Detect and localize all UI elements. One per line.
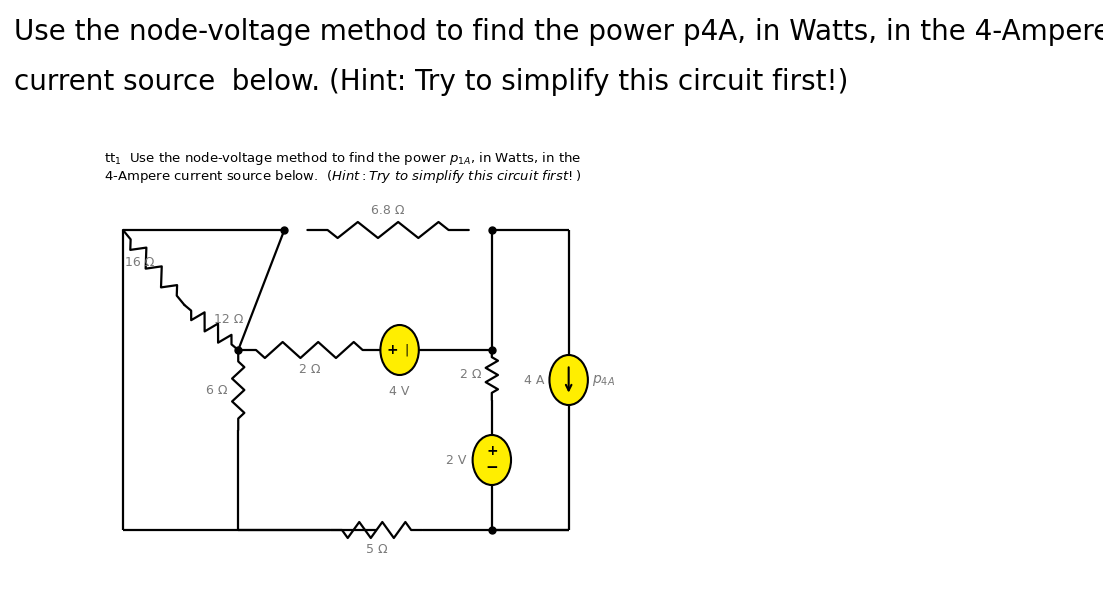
Circle shape [472,435,511,485]
Circle shape [549,355,588,405]
Text: +: + [386,343,398,357]
Text: current source   below. (Hint: Try to simplify this circuit first!): current source below. (Hint: Try to simp… [14,68,848,96]
Text: 4 V: 4 V [389,385,410,398]
Text: 4-Ampere current source below.  $\mathit{(Hint: Try\ to\ simplify\ this\ circuit: 4-Ampere current source below. $\mathit{… [104,168,581,185]
Text: 2 V: 2 V [446,454,467,466]
Text: $\mathrm{tt}_1$  Use the node-voltage method to find the power $p_{1A}$, in Watt: $\mathrm{tt}_1$ Use the node-voltage met… [104,150,581,167]
Text: 5 Ω: 5 Ω [366,543,387,556]
Text: 6.8 Ω: 6.8 Ω [372,204,405,217]
Text: $p_{4A}$: $p_{4A}$ [592,373,615,387]
Text: Use the node-voltage method to find the power p4A, in Watts, in the 4-Ampere: Use the node-voltage method to find the … [14,18,1103,46]
Text: 2 Ω: 2 Ω [460,368,481,381]
Text: 12 Ω: 12 Ω [214,313,243,326]
Text: −: − [485,460,499,475]
Text: 16 Ω: 16 Ω [125,256,154,269]
Text: +: + [486,444,497,458]
Text: |: | [404,343,408,356]
Text: 6 Ω: 6 Ω [206,383,227,396]
Text: 4 A: 4 A [524,374,545,386]
Circle shape [381,325,419,375]
Text: 2 Ω: 2 Ω [299,363,320,376]
